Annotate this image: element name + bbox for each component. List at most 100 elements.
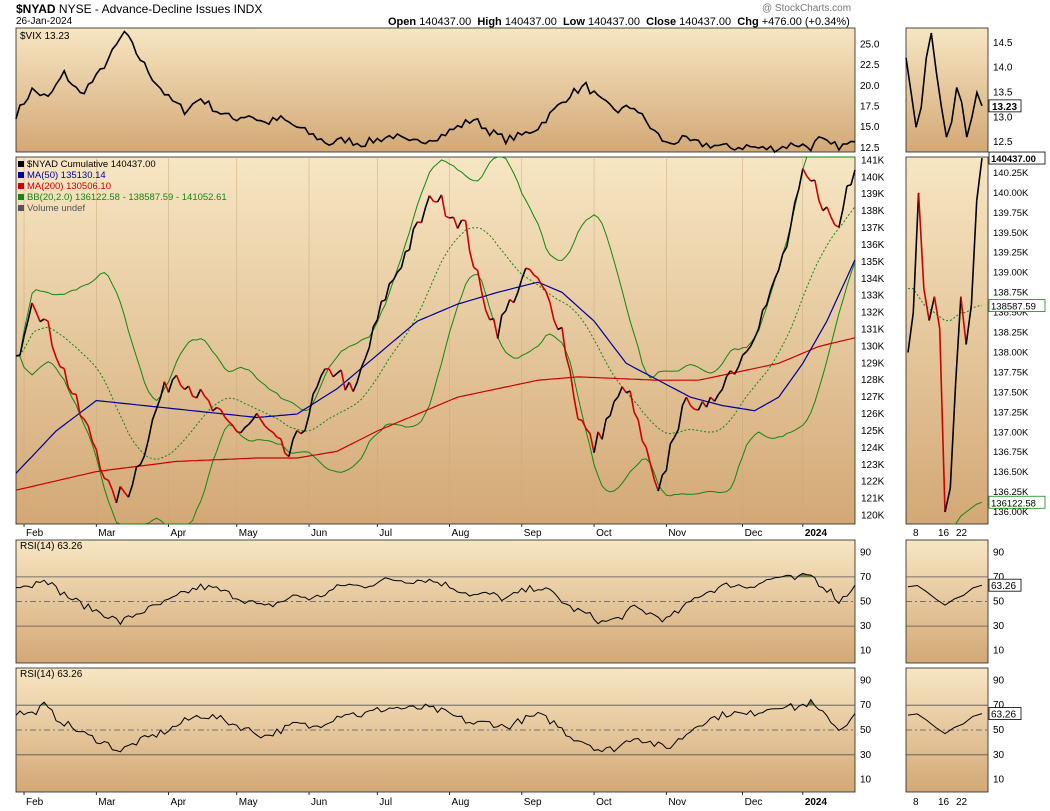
nyad-y-tick: 140K xyxy=(861,172,885,183)
nyad-segment xyxy=(111,489,118,504)
nyad-segment xyxy=(721,376,728,390)
nyad-segment xyxy=(661,470,667,476)
main-panel-3 xyxy=(15,667,856,793)
legend-entry: MA(50) 135130.14 xyxy=(27,170,106,181)
nyad-segment xyxy=(549,302,555,321)
nyad-segment xyxy=(521,267,527,280)
nyad-y-tick: 131K xyxy=(861,325,885,336)
nyad-segment xyxy=(468,250,475,268)
vix-y-tick: 20.0 xyxy=(860,81,880,92)
symbol-description: NYSE - Advance-Decline Issues INDX xyxy=(58,2,263,16)
nyad-segment xyxy=(184,385,190,391)
x-tick-label: Dec xyxy=(745,528,763,539)
nyad-zoom-tick: 137.50K xyxy=(993,387,1029,398)
zoom-panel-3 xyxy=(905,667,989,793)
legend-swatch xyxy=(18,183,24,189)
change-value: +476.00 (+0.34%) xyxy=(761,16,850,28)
symbol: $NYAD xyxy=(16,2,56,16)
nyad-segment xyxy=(159,381,166,398)
nyad-segment xyxy=(601,418,607,440)
zoom-x-tick-label: 8 xyxy=(913,797,919,808)
nyad-segment xyxy=(47,321,53,346)
nyad-segment xyxy=(143,439,150,456)
low-value: 140437.00 xyxy=(588,16,641,28)
nyad-segment xyxy=(344,381,350,391)
rsi-zoom-tick: 70 xyxy=(993,700,1005,711)
nyad-segment xyxy=(669,436,676,445)
zoom-x-tick-label: 16 xyxy=(938,797,950,808)
nyad-zoom-tick: 139.50K xyxy=(993,228,1029,239)
legend-swatch xyxy=(18,194,24,200)
nyad-segment xyxy=(480,291,487,311)
vix-zoom-tick: 12.5 xyxy=(993,137,1013,148)
nyad-segment xyxy=(705,396,712,408)
x-tick-label: Aug xyxy=(452,797,470,808)
nyad-segment xyxy=(264,425,270,431)
nyad-zoom-segment xyxy=(975,157,983,201)
rsi-zoom-tick: 50 xyxy=(993,597,1005,608)
nyad-zoom-tick: 137.00K xyxy=(993,427,1029,438)
nyad-segment xyxy=(553,319,559,330)
rsi-line xyxy=(15,698,856,753)
nyad-y-tick: 137K xyxy=(861,223,885,234)
nyad-segment xyxy=(308,394,314,416)
nyad-segment xyxy=(577,418,583,422)
nyad-segment xyxy=(408,228,415,251)
rsi-zoom-tick: 90 xyxy=(993,547,1005,558)
nyad-segment xyxy=(400,251,407,268)
bb-lower-label: 136122.58 xyxy=(991,498,1036,509)
nyad-y-tick: 125K xyxy=(861,426,885,437)
nyad-zoom-tick: 136.00K xyxy=(993,507,1029,518)
nyad-y-tick: 129K xyxy=(861,358,885,369)
nyad-segment xyxy=(204,395,210,402)
nyad-segment xyxy=(51,345,57,358)
rsi-last-label: 63.26 xyxy=(991,581,1016,592)
nyad-segment xyxy=(617,386,623,398)
nyad-y-tick: 138K xyxy=(861,206,885,217)
nyad-segment xyxy=(641,440,647,448)
nyad-segment xyxy=(195,388,202,399)
nyad-segment xyxy=(484,309,491,321)
nyad-zoom-tick: 136.25K xyxy=(993,487,1029,498)
nyad-segment xyxy=(67,386,73,395)
nyad-segment xyxy=(517,278,523,293)
nyad-y-tick: 139K xyxy=(861,189,885,200)
nyad-segment xyxy=(31,302,37,313)
nyad-segment xyxy=(501,310,507,316)
nyad-segment xyxy=(545,291,551,303)
rsi-y-tick: 50 xyxy=(860,725,872,736)
vix-zoom-tick: 14.5 xyxy=(993,38,1013,49)
nyad-segment xyxy=(777,253,784,271)
rsi-zoom-tick: 50 xyxy=(993,725,1005,736)
x-tick-label: Jul xyxy=(379,528,392,539)
bb-middle-box xyxy=(988,299,1046,312)
nyad-zoom-tick: 139.25K xyxy=(993,248,1029,259)
nyad-zoom-tick: 140.00K xyxy=(993,188,1029,199)
nyad-segment xyxy=(440,194,447,217)
nyad-segment xyxy=(657,474,664,492)
nyad-segment xyxy=(822,206,828,212)
nyad-segment xyxy=(637,419,644,441)
vix-y-tick: 17.5 xyxy=(860,102,880,113)
nyad-segment xyxy=(496,315,503,339)
rsi-last-box xyxy=(988,707,1022,720)
nyad-segment xyxy=(236,430,242,434)
nyad-segment xyxy=(312,386,318,395)
x-tick-label: Oct xyxy=(596,797,612,808)
rsi-title: RSI(14) 63.26 xyxy=(20,541,83,552)
nyad-segment xyxy=(456,219,463,229)
vix-zoom-tick: 14.0 xyxy=(993,63,1013,74)
nyad-segment xyxy=(621,386,627,394)
nyad-zoom-tick: 136.50K xyxy=(993,467,1029,478)
watermark: @ StockCharts.com xyxy=(762,3,852,14)
open-value: 140437.00 xyxy=(419,16,472,28)
zoom-x-tick-label: 22 xyxy=(956,528,968,539)
x-tick-label: Apr xyxy=(171,528,187,539)
nyad-segment xyxy=(814,179,820,201)
rsi-last-box xyxy=(988,578,1022,592)
nyad-segment xyxy=(296,429,302,435)
vix-y-tick: 25.0 xyxy=(860,40,880,51)
rsi-y-tick: 30 xyxy=(860,621,872,632)
nyad-y-tick: 136K xyxy=(861,240,885,251)
nyad-segment xyxy=(677,405,684,430)
